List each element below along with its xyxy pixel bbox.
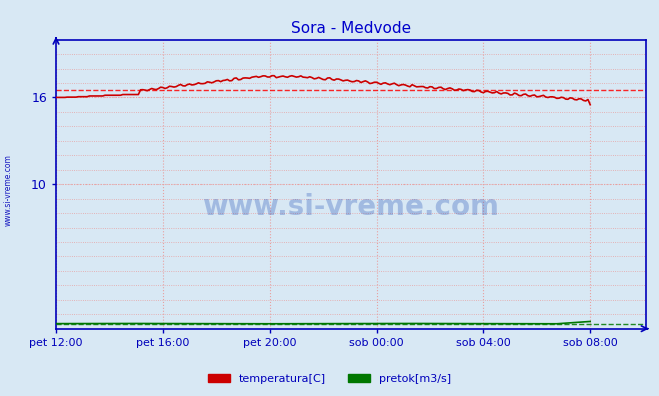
Legend: temperatura[C], pretok[m3/s]: temperatura[C], pretok[m3/s] [203, 369, 456, 388]
Text: www.si-vreme.com: www.si-vreme.com [202, 193, 500, 221]
Title: Sora - Medvode: Sora - Medvode [291, 21, 411, 36]
Text: www.si-vreme.com: www.si-vreme.com [3, 154, 13, 226]
